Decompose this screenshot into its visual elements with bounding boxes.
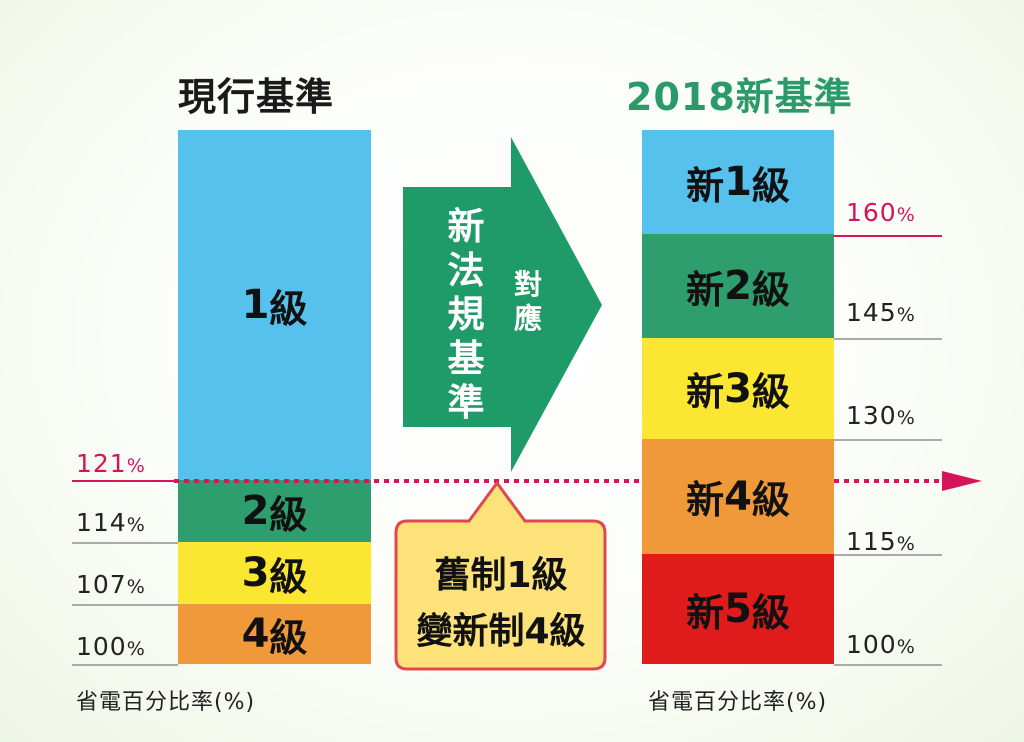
current-level-1-unit: 級 [269, 286, 308, 331]
new-level-1-prefix: 新 [686, 163, 725, 208]
current-divider-2 [72, 542, 178, 544]
percent-symbol: % [896, 304, 916, 326]
new-level-3-prefix: 新 [686, 370, 725, 414]
percent-symbol: % [126, 576, 146, 598]
new-regulation-label: 新法規基準 [447, 205, 485, 424]
percent-symbol: % [896, 636, 916, 658]
callout-line-1: 舊制1級 [434, 555, 568, 596]
callout-line-2: 變新制4級 [416, 611, 586, 652]
percent-symbol: % [896, 533, 916, 555]
new-level-3-unit: 級 [751, 370, 790, 414]
new-level-2-unit: 級 [751, 267, 790, 312]
current-level-3-number: 3 [241, 550, 270, 596]
current-divider-3 [72, 604, 178, 606]
current-level-2-unit: 級 [269, 492, 308, 537]
new-divider-4 [834, 554, 942, 556]
current-percent-2-value: 114 [76, 508, 127, 537]
percent-symbol: % [896, 407, 916, 429]
new-level-5-number: 5 [724, 586, 752, 632]
new-level-5-prefix: 新 [686, 590, 725, 635]
new-percent-5-value: 100 [846, 630, 897, 659]
new-percent-4-value: 115 [846, 527, 897, 556]
current-threshold-rule [72, 480, 178, 482]
new-level-2-number: 2 [724, 263, 752, 309]
percent-symbol: % [126, 638, 146, 660]
current-threshold-percent: 121% [76, 449, 146, 478]
new-axis-label: 省電百分比率(%) [648, 690, 828, 715]
current-percent-4: 100% [76, 632, 146, 661]
new-level-3-number: 3 [724, 365, 752, 412]
new-standard-title: 2018新基準 [626, 75, 853, 119]
percent-symbol: % [126, 514, 146, 536]
current-percent-2: 114% [76, 508, 146, 537]
current-level-2-number: 2 [241, 488, 270, 534]
current-level-1-number: 1 [241, 282, 270, 328]
current-level-4-unit: 級 [269, 615, 308, 660]
current-percent-3: 107% [76, 570, 146, 599]
new-level-4-number: 4 [724, 473, 752, 520]
new-divider-5 [834, 664, 942, 666]
new-percent-2-value: 145 [846, 298, 897, 327]
new-divider-2 [834, 338, 942, 340]
current-level-3-unit: 級 [269, 554, 308, 599]
new-percent-5: 100% [846, 630, 916, 659]
current-standard-title: 現行基準 [178, 75, 335, 119]
new-percent-2: 145% [846, 298, 916, 327]
new-level-1-unit: 級 [751, 163, 790, 208]
new-level-4-unit: 級 [751, 478, 790, 522]
new-level-2-prefix: 新 [686, 267, 725, 312]
current-level-4-number: 4 [241, 611, 270, 657]
current-divider-4 [72, 664, 178, 666]
new-percent-1: 160% [846, 198, 916, 227]
correspondence-label: 對應 [513, 268, 542, 335]
new-divider-3 [834, 439, 942, 441]
standard-transition-arrow [403, 137, 602, 472]
current-percent-3-value: 107 [76, 570, 127, 599]
new-divider-1 [834, 235, 942, 237]
new-level-5-unit: 級 [751, 590, 790, 635]
callout-bubble [394, 480, 607, 671]
new-level-1-number: 1 [724, 159, 752, 205]
new-level-4-prefix: 新 [686, 478, 725, 522]
percent-symbol: % [896, 204, 916, 226]
new-percent-3: 130% [846, 401, 916, 430]
current-threshold-value: 121 [76, 449, 127, 478]
current-axis-label: 省電百分比率(%) [76, 690, 256, 715]
current-percent-4-value: 100 [76, 632, 127, 661]
new-percent-4: 115% [846, 527, 916, 556]
new-percent-1-value: 160 [846, 198, 897, 227]
percent-symbol: % [126, 455, 146, 477]
new-percent-3-value: 130 [846, 401, 897, 430]
